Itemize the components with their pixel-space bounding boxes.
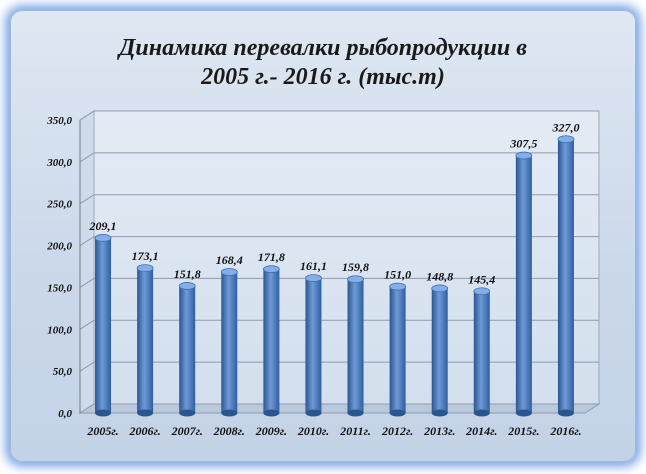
gridline: [79, 110, 599, 121]
bar-base: [179, 409, 196, 417]
bar-top: [262, 265, 280, 274]
data-label: 171,8: [258, 250, 285, 264]
bar: [557, 135, 575, 417]
bar-top: [347, 275, 364, 284]
x-tick-label: 2016г.: [549, 424, 581, 438]
y-tick-label: 200,0: [46, 241, 72, 253]
data-label: 145,4: [468, 272, 495, 286]
x-tick-label: 2009г.: [255, 424, 287, 438]
x-tick-label: 2006г.: [128, 424, 160, 438]
y-tick-label: 350,0: [46, 115, 72, 127]
bar-body: [221, 272, 238, 413]
gridline: [79, 152, 599, 163]
bar-top: [178, 282, 196, 290]
data-label: 209,1: [89, 219, 117, 233]
x-tick-label: 2010г.: [297, 424, 329, 438]
bar-top: [94, 234, 112, 242]
bar-base: [221, 409, 238, 417]
bar: [262, 265, 280, 417]
back-wall: [93, 110, 600, 405]
bar: [305, 274, 322, 417]
gridline: [79, 194, 599, 205]
y-tick-label: 100,0: [47, 324, 72, 336]
x-tick-label: 2011г.: [339, 424, 371, 438]
bar-base: [137, 409, 154, 417]
bar-body: [347, 279, 364, 413]
bar-base: [389, 409, 406, 417]
bar-body: [557, 139, 574, 414]
x-tick-label: 2014г.: [465, 424, 497, 438]
gridline: [79, 236, 599, 246]
x-tick-label: 2007г.: [171, 424, 203, 438]
bar-body: [305, 278, 322, 413]
data-label: 161,1: [300, 259, 327, 273]
bar: [473, 287, 491, 417]
bar-base: [515, 409, 532, 417]
x-tick-label: 2013г.: [423, 424, 455, 438]
data-label: 151,8: [174, 267, 201, 281]
x-tick-label: 2012г.: [381, 424, 413, 438]
bar-body: [137, 268, 154, 413]
bar-base: [473, 409, 490, 417]
bar-body: [263, 269, 280, 413]
bar-top: [305, 274, 322, 283]
bar-body: [473, 291, 490, 413]
gridline: [79, 319, 599, 330]
bar: [136, 264, 154, 417]
bar-top: [557, 135, 575, 144]
bar: [389, 282, 407, 417]
bar-base: [431, 409, 448, 417]
data-label: 307,5: [509, 137, 537, 151]
bar-top: [220, 268, 238, 276]
bar-top: [389, 282, 407, 291]
bar-body: [95, 237, 112, 413]
data-label: 151,0: [384, 268, 411, 282]
data-label: 168,4: [216, 253, 243, 267]
y-tick-label: 150,0: [47, 282, 72, 294]
gridline: [79, 361, 599, 372]
y-tick-label: 50,0: [53, 366, 73, 378]
data-label: 159,8: [342, 260, 369, 274]
bar: [220, 268, 238, 417]
side-wall: [79, 110, 95, 414]
bar-base: [95, 409, 112, 417]
bar-body: [179, 285, 196, 413]
gridline: [79, 277, 599, 288]
bar-body: [389, 286, 406, 413]
y-tick-label: 300,0: [46, 157, 72, 169]
x-tick-label: 2015г.: [507, 424, 539, 438]
x-tick-label: 2008г.: [213, 424, 245, 438]
bar-body: [515, 155, 532, 414]
bar: [347, 275, 364, 417]
bar-top: [431, 284, 449, 293]
y-tick-label: 250,0: [46, 199, 72, 211]
bar: [515, 151, 533, 417]
chart-title-line-2: 2005 г.- 2016 г. (тыс.т): [201, 64, 445, 90]
y-tick-label: 0,0: [58, 408, 72, 420]
bar: [178, 282, 196, 417]
data-label: 327,0: [551, 120, 579, 134]
data-label: 148,8: [426, 269, 453, 283]
bar-base: [557, 409, 574, 417]
bar-base: [305, 409, 322, 417]
x-tick-label: 2005г.: [86, 424, 118, 438]
bar: [431, 284, 449, 417]
bar: [94, 234, 112, 417]
floor: [78, 403, 601, 414]
bar-base: [263, 409, 280, 417]
bar-top: [473, 287, 491, 296]
bar-base: [347, 409, 364, 417]
bar-top: [515, 151, 533, 160]
chart-title-line-1: Динамика перевалки рыбопродукции в: [119, 35, 527, 61]
bar-body: [431, 288, 448, 413]
bar-top: [136, 264, 154, 272]
chart-title: Динамика перевалки рыбопродукции в 2005 …: [0, 34, 646, 92]
data-label: 173,1: [132, 249, 159, 263]
